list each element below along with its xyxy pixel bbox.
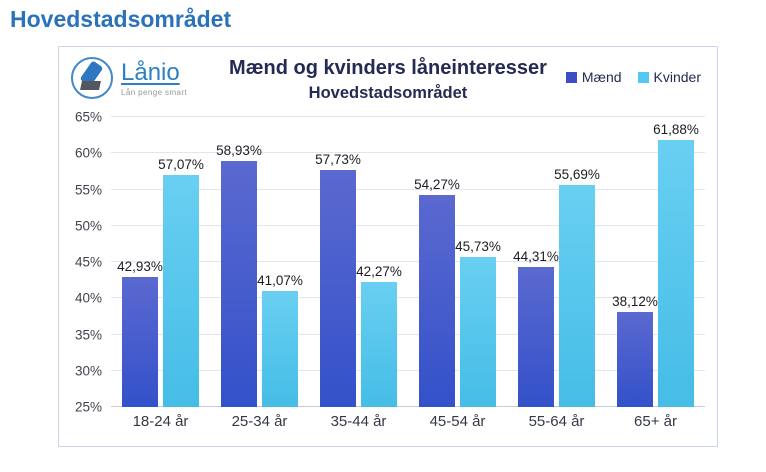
bar-kvinder-1[interactable]: 41,07% [257, 273, 303, 407]
bar-maend-3[interactable]: 54,27% [414, 177, 460, 407]
y-axis-tick-label: 30% [74, 363, 102, 379]
y-axis-tick-label: 60% [74, 145, 102, 161]
gridline [111, 369, 705, 371]
bar-maend-0[interactable]: 42,93% [117, 259, 163, 407]
legend-item-kvinder[interactable]: Kvinder [637, 69, 701, 85]
bar-groups: 42,93% 57,07% 58,93% 41,07% 57,73% 42,27% 54,2… [111, 117, 705, 407]
gridline [111, 406, 705, 407]
legend-label-kvinder: Kvinder [653, 69, 701, 85]
y-axis-tick-label: 50% [74, 218, 102, 234]
y-axis-tick-label: 25% [74, 399, 102, 415]
gridline [111, 152, 705, 154]
legend-swatch-maend [565, 71, 577, 83]
bar-group: 57,73% 42,27% [309, 117, 408, 407]
bar-group: 54,27% 45,73% [408, 117, 507, 407]
bar-value-label: 57,73% [315, 151, 361, 167]
legend-label-maend: Mænd [581, 69, 622, 85]
legend-item-maend[interactable]: Mænd [565, 69, 622, 85]
gridline [111, 224, 705, 226]
bar-value-label: 38,12% [612, 293, 658, 309]
bar-group: 58,93% 41,07% [210, 117, 309, 407]
bar-kvinder-2[interactable]: 42,27% [356, 264, 402, 407]
bar-value-label: 57,07% [158, 156, 204, 172]
y-axis-tick-label: 55% [74, 182, 102, 197]
bar-kvinder-5[interactable]: 61,88% [653, 122, 699, 407]
bar-maend-4[interactable]: 44,31% [513, 249, 559, 407]
legend-swatch-kvinder [637, 71, 649, 83]
lanio-logo-icon [71, 57, 113, 99]
gridline [111, 116, 705, 117]
bar-value-label: 44,31% [513, 249, 559, 265]
gridline [111, 297, 705, 299]
bar-group: 42,93% 57,07% [111, 117, 210, 407]
x-axis-label: 18-24 år [132, 413, 189, 430]
x-axis-label: 45-54 år [429, 413, 486, 430]
chart-legend: Mænd Kvinder [565, 69, 701, 85]
gridline [111, 333, 705, 335]
bar-group: 44,31% 55,69% [507, 117, 606, 407]
bar-value-label: 55,69% [554, 166, 600, 182]
x-axis-label: 25-34 år [231, 413, 288, 430]
logo-text: Lånio Lån penge smart [121, 58, 188, 97]
bar-value-label: 42,27% [356, 263, 402, 279]
x-axis-label: 65+ år [634, 413, 677, 430]
page-title: Hovedstadsområdet [10, 6, 232, 32]
bar-value-label: 58,93% [216, 143, 262, 159]
bar-kvinder-4[interactable]: 55,69% [554, 167, 600, 407]
x-axis-label: 55-64 år [528, 413, 585, 430]
bar-maend-2[interactable]: 57,73% [315, 152, 361, 407]
bar-kvinder-0[interactable]: 57,07% [158, 157, 204, 407]
y-axis-tick-label: 40% [74, 290, 102, 306]
lanio-logo[interactable]: Lånio Lån penge smart [71, 57, 187, 99]
logo-tagline: Lån penge smart [121, 87, 188, 97]
logo-name-link[interactable]: Lånio [121, 58, 180, 86]
logo-base-shape [80, 81, 101, 90]
bar-value-label: 41,07% [257, 272, 303, 288]
bar-maend-1[interactable]: 58,93% [216, 143, 262, 407]
bar-value-label: 54,27% [414, 176, 460, 192]
x-axis-labels: 18-24 år 25-34 år 35-44 år 45-54 år 55-64 år… [111, 413, 705, 430]
bar-value-label: 45,73% [455, 238, 501, 254]
gridline [111, 261, 705, 262]
y-axis-tick-label: 65% [74, 109, 102, 125]
bar-value-label: 61,88% [653, 121, 699, 137]
chart-card: Lånio Lån penge smart Mænd og kvinders l… [58, 46, 718, 447]
bar-maend-5[interactable]: 38,12% [612, 294, 658, 407]
bar-group: 38,12% 61,88% [606, 117, 705, 407]
plot-area: 65% 60% 55% 50% 45% 40% 35% 30% 25% 42,93% 57,07% 5… [75, 110, 705, 415]
bar-kvinder-3[interactable]: 45,73% [455, 239, 501, 407]
y-axis-tick-label: 35% [74, 327, 102, 342]
x-axis-label: 35-44 år [330, 413, 387, 430]
bar-value-label: 42,93% [117, 259, 163, 275]
y-axis-tick-label: 45% [74, 254, 102, 270]
gridline [111, 188, 705, 190]
